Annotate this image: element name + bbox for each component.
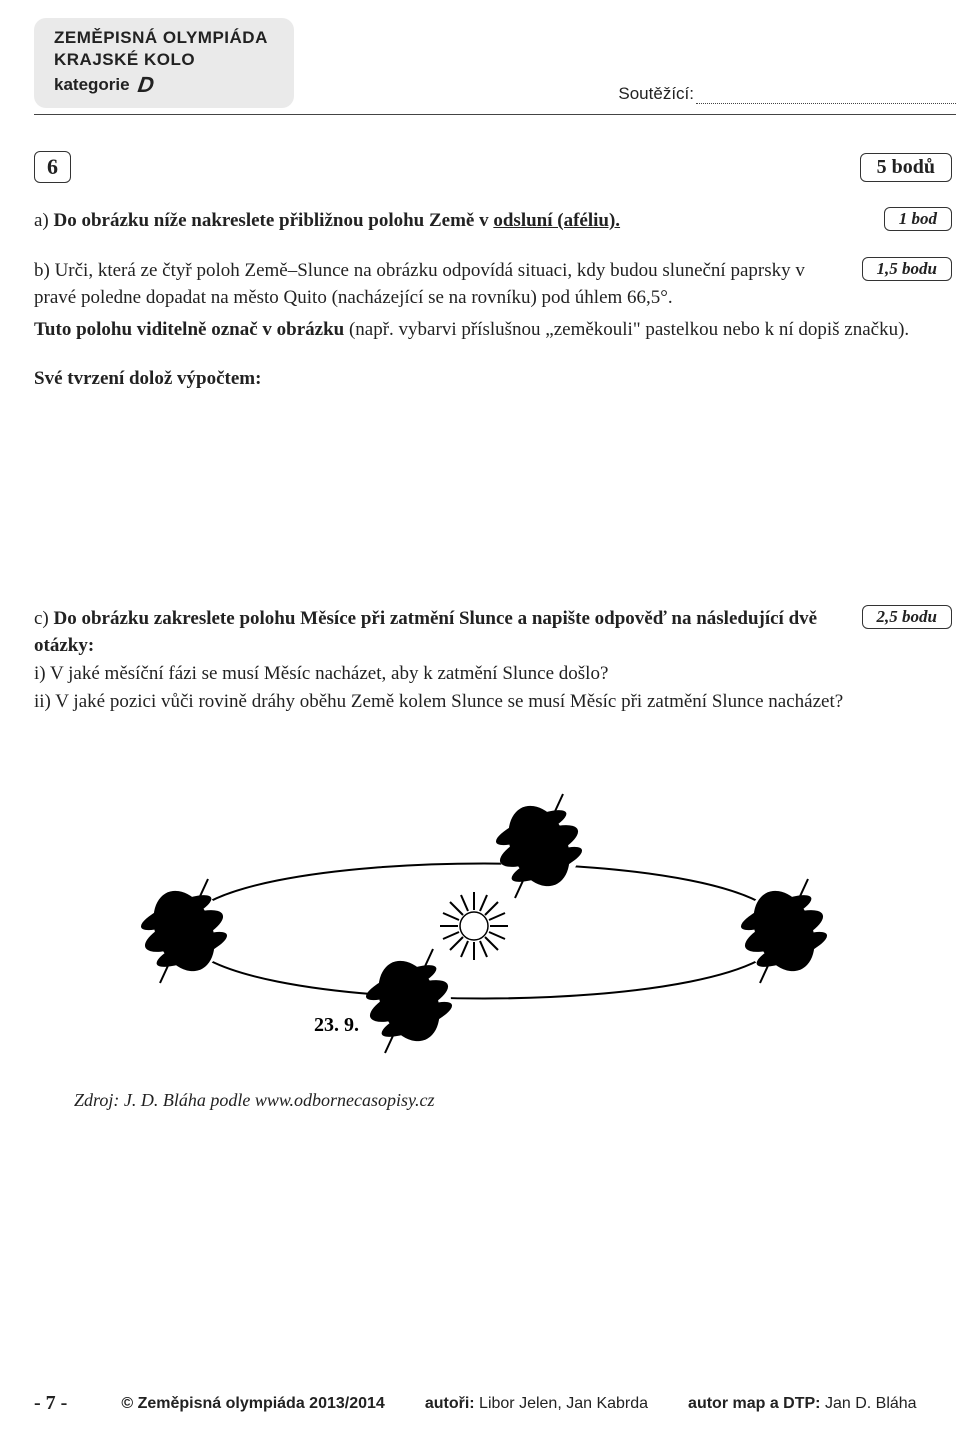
qc-prefix: c)	[34, 608, 54, 629]
question-b-p2: Tuto polohu viditelně označ v obrázku (n…	[34, 316, 952, 344]
qa-bold: Do obrázku níže nakreslete přibližnou po…	[54, 210, 494, 231]
question-b-p1: b) Urči, která ze čtyř poloh Země–Slunce…	[34, 257, 842, 312]
question-c-points: 2,5 bodu	[862, 605, 952, 629]
question-c-lead: c) Do obrázku zakreslete polohu Měsíce p…	[34, 605, 842, 660]
question-b-points: 1,5 bodu	[862, 257, 952, 281]
orbit-svg: 23. 9.	[74, 751, 894, 1071]
question-total-points: 5 bodů	[860, 153, 952, 182]
footer-dtp: autor map a DTP: Jan D. Bláha	[688, 1395, 917, 1413]
proof-label: Své tvrzení dolož výpočtem:	[34, 365, 952, 393]
page-footer: - 7 - © Zeměpisná olympiáda 2013/2014 au…	[0, 1392, 960, 1415]
page-number: - 7 -	[34, 1392, 67, 1415]
calculation-space	[34, 395, 952, 605]
qb-p2-bold: Tuto polohu viditelně označ v obrázku	[34, 319, 344, 340]
category-letter: D	[136, 72, 156, 98]
question-a-text: a) Do obrázku níže nakreslete přibližnou…	[34, 207, 620, 235]
proof-label-text: Své tvrzení dolož výpočtem:	[34, 368, 261, 389]
footer-authors: autoři: Libor Jelen, Jan Kabrda	[425, 1395, 648, 1413]
question-a-points: 1 bod	[884, 207, 952, 231]
question-number: 6	[34, 151, 71, 183]
question-c-ii: ii) V jaké pozici vůči rovině dráhy oběh…	[34, 688, 952, 717]
qb-p2-rest: (např. vybarvi příslušnou „zeměkouli" pa…	[344, 319, 909, 340]
question-c-i: i) V jaké měsíční fázi se musí Měsíc nac…	[34, 660, 952, 689]
competition-title-box: ZEMĚPISNÁ OLYMPIÁDA KRAJSKÉ KOLO kategor…	[34, 18, 294, 108]
category-label: kategorie	[54, 75, 130, 95]
qc-bold: Do obrázku zakreslete polohu Měsíce při …	[34, 608, 817, 657]
diagram-date-label: 23. 9.	[314, 1014, 359, 1036]
qa-underline: odsluní (aféliu).	[493, 210, 620, 231]
orbit-diagram: 23. 9. Zdroj: J. D. Bláha podle www.odbo…	[34, 751, 952, 1111]
title-line1: ZEMĚPISNÁ OLYMPIÁDA	[54, 28, 274, 48]
contestant-label: Soutěžící:	[618, 84, 694, 103]
qa-prefix: a)	[34, 210, 54, 231]
title-line3: kategorie D	[54, 72, 274, 98]
contestant-blank	[696, 103, 956, 104]
diagram-source: Zdroj: J. D. Bláha podle www.odbornecaso…	[74, 1090, 952, 1111]
title-line2: KRAJSKÉ KOLO	[54, 50, 274, 70]
contestant-field: Soutěžící:	[314, 84, 956, 108]
footer-copyright: © Zeměpisná olympiáda 2013/2014	[121, 1395, 384, 1413]
